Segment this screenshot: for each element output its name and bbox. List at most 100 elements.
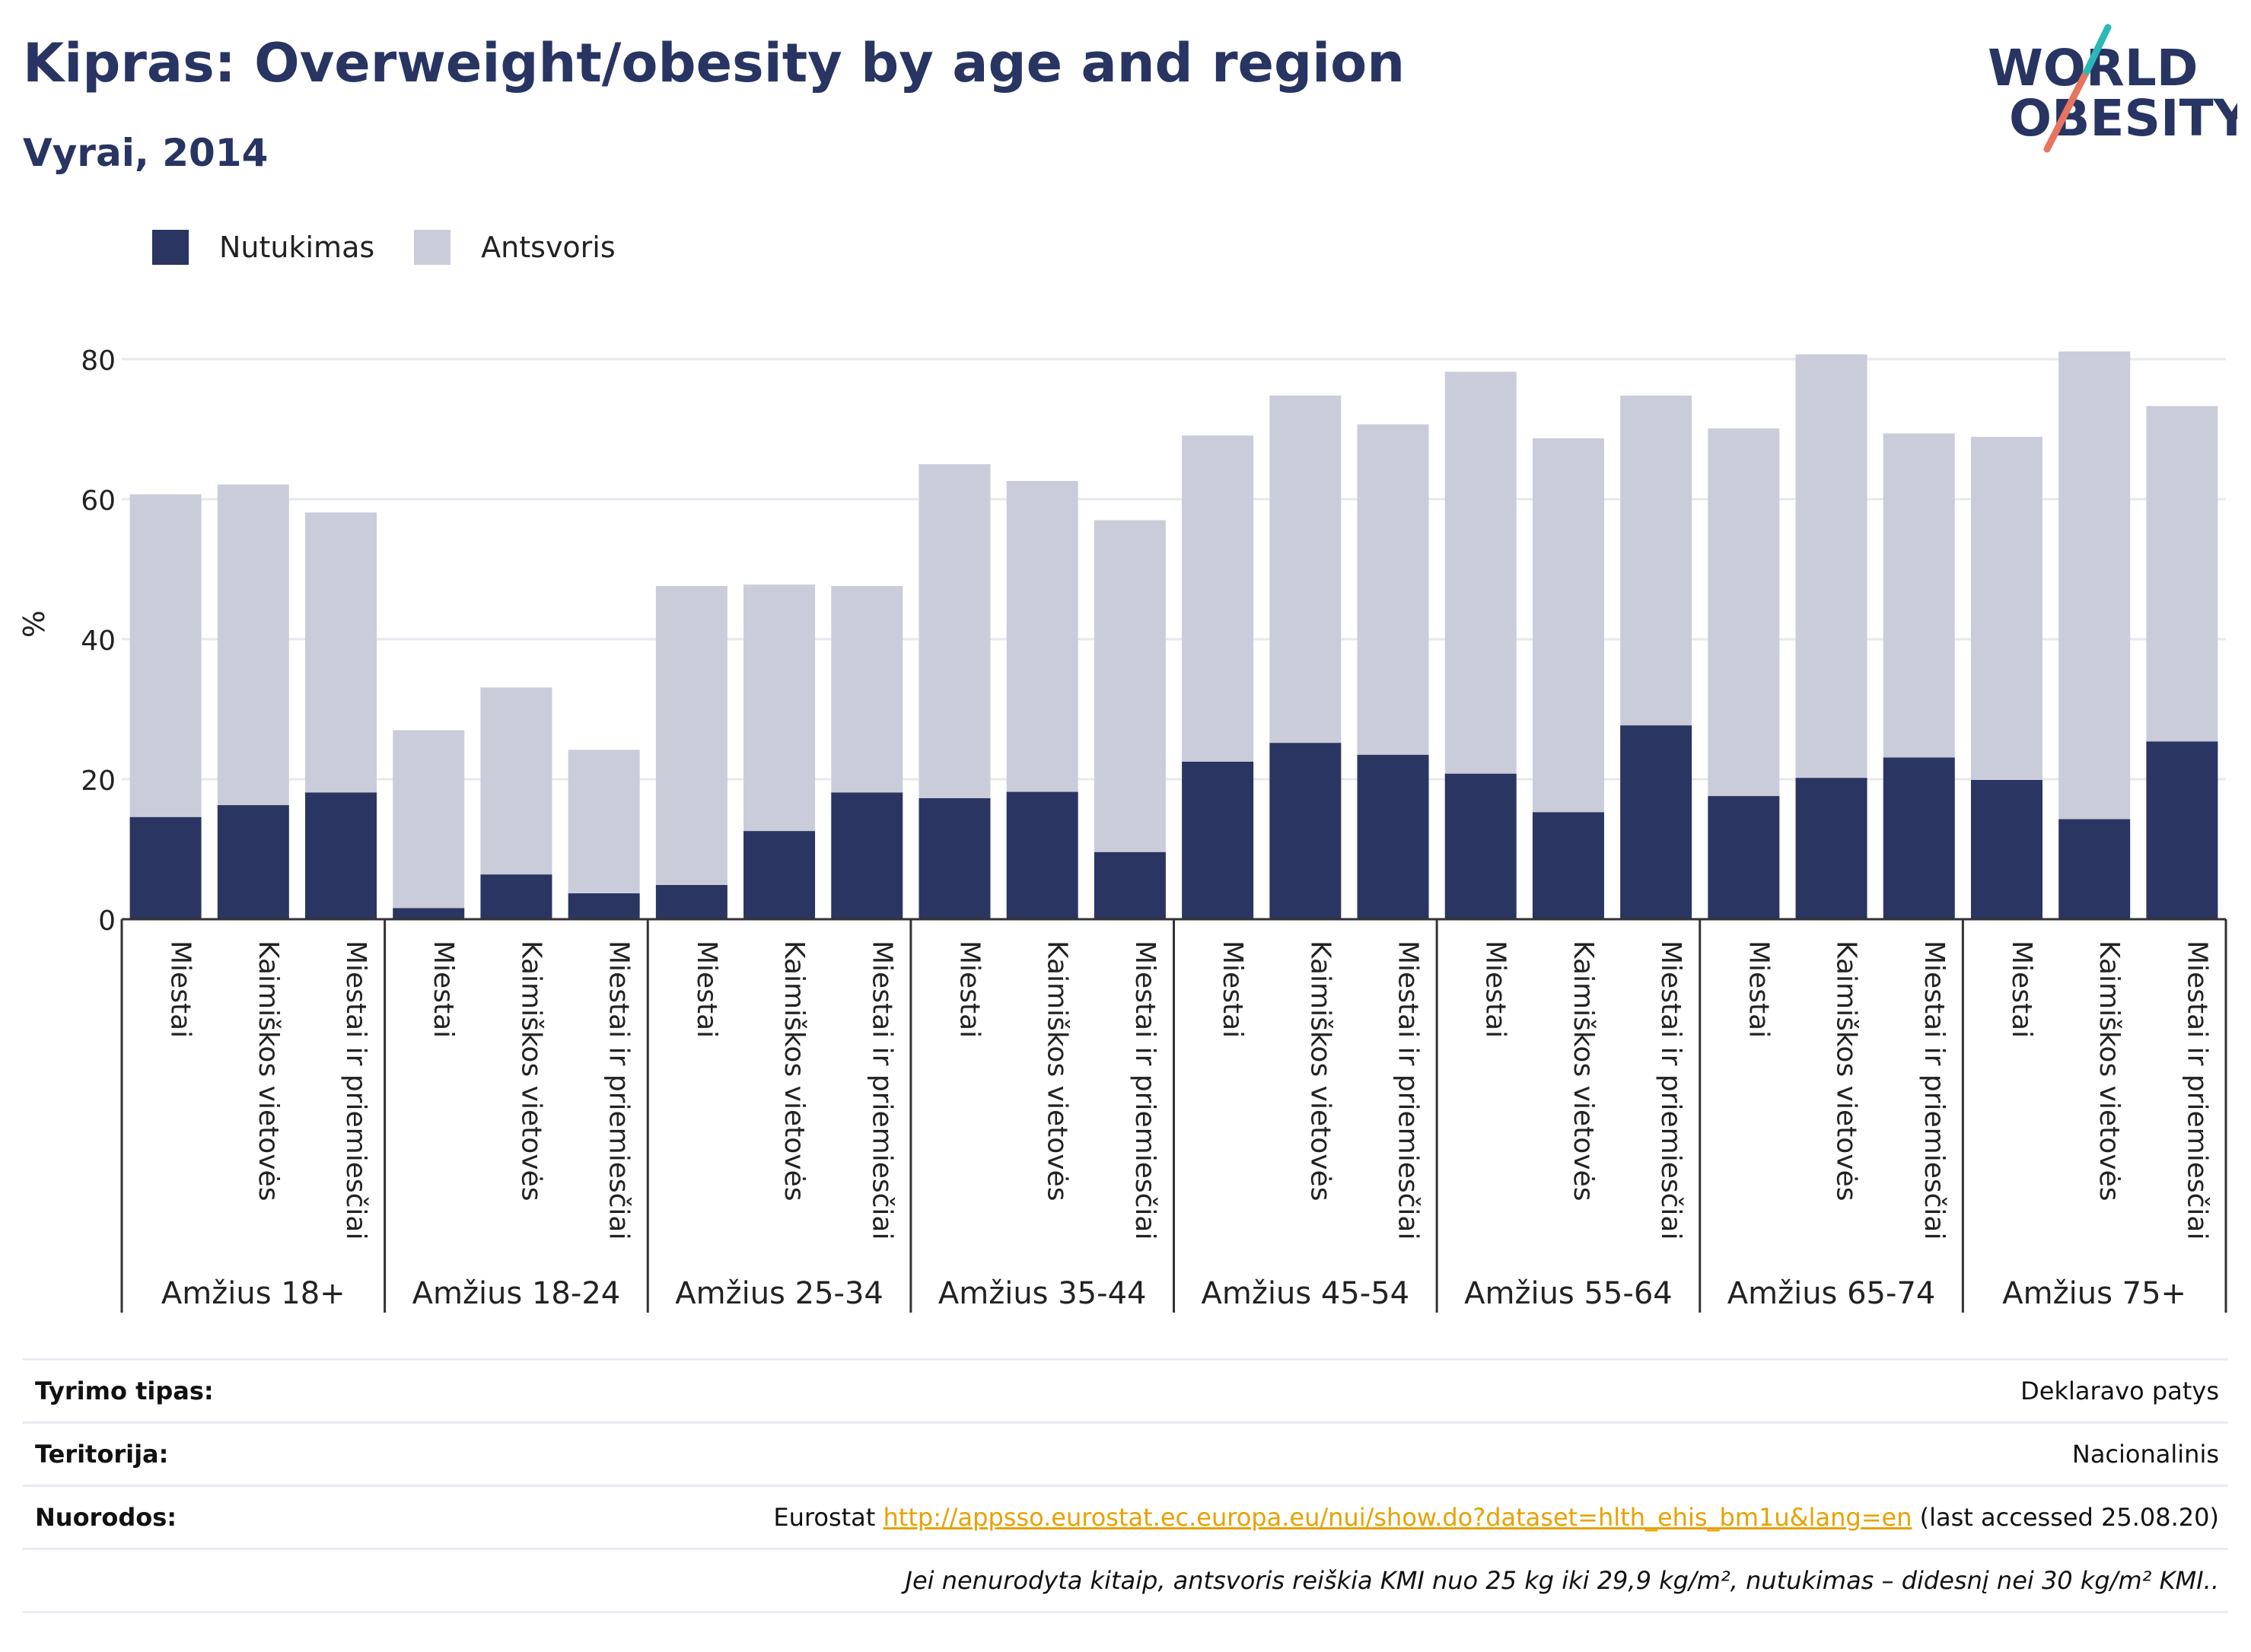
- group-label: Amžius 75+: [2002, 1276, 2186, 1311]
- logo-line-1: WORLD: [1988, 39, 2198, 97]
- bar-overweight: [1970, 437, 2042, 780]
- x-tick-label: Miestai ir priemiesčiai: [1655, 941, 1686, 1240]
- bar-obesity: [1883, 757, 1955, 919]
- bar-obesity: [1444, 773, 1517, 919]
- group-label: Amžius 65-74: [1727, 1276, 1936, 1311]
- bar-overweight: [919, 464, 991, 798]
- x-tick-label: Miestai ir priemiesčiai: [340, 941, 371, 1240]
- info-value-references: Eurostat http://appsso.eurostat.ec.europ…: [773, 1503, 2219, 1532]
- bar-overweight: [1269, 395, 1342, 743]
- bar-overweight: [129, 494, 202, 817]
- y-tick-label-60: 60: [81, 485, 116, 517]
- chart-legend: Nutukimas Antsvoris: [152, 221, 655, 274]
- stacked-bar-chart: 0 20 40 60 80% Miestai Kaimiškos vietovės Miest…: [18, 345, 2227, 1313]
- reference-accessed: (last accessed 25.08.20): [1919, 1503, 2219, 1532]
- world-obesity-logo: WORLD OBESITY: [1979, 21, 2251, 173]
- bar-obesity: [831, 792, 903, 919]
- group-label: Amžius 18+: [161, 1276, 345, 1311]
- legend-swatch-overweight: [414, 230, 451, 265]
- bar-overweight: [305, 512, 377, 793]
- bar-obesity: [480, 874, 552, 919]
- bar-obesity: [305, 792, 377, 919]
- bar-overweight: [480, 687, 552, 875]
- y-tick-label-0: 0: [98, 906, 116, 937]
- info-value-territory: Nacionalinis: [2071, 1440, 2219, 1469]
- x-tick-label: Miestai ir priemiesčiai: [866, 941, 897, 1240]
- x-tick-label: Kaimiškos vietovės: [2093, 941, 2125, 1201]
- bar-obesity: [919, 797, 991, 919]
- y-axis-label: %: [18, 610, 51, 638]
- bar-obesity: [1795, 778, 1867, 919]
- bar-obesity: [1532, 812, 1604, 919]
- bar-obesity: [393, 908, 465, 919]
- bar-overweight: [1357, 424, 1429, 755]
- x-tick-label: Miestai ir priemiesčiai: [603, 941, 635, 1240]
- x-tick-label: Miestai ir priemiesčiai: [1918, 941, 1950, 1240]
- bar-obesity: [743, 831, 816, 919]
- bar-overweight: [568, 750, 640, 893]
- legend-swatch-obesity: [152, 230, 189, 265]
- bar-obesity: [1006, 791, 1078, 919]
- info-row-footnote: Jei nenurodyta kitaip, antsvoris reiškia…: [23, 1548, 2228, 1613]
- x-tick-label: Kaimiškos vietovės: [1568, 941, 1599, 1201]
- bar-overweight: [1182, 435, 1254, 762]
- group-label: Amžius 55-64: [1464, 1276, 1673, 1311]
- bar-overweight: [1883, 433, 1955, 758]
- y-tick-label-20: 20: [81, 766, 116, 797]
- x-tick-label: Miestai: [165, 941, 196, 1038]
- x-tick-label: Kaimiškos vietovės: [1304, 941, 1336, 1201]
- info-label-references: Nuorodos:: [35, 1503, 177, 1532]
- bar-obesity: [1269, 743, 1342, 919]
- bar-obesity: [129, 816, 202, 919]
- info-table: Tyrimo tipas: Deklaravo patys Teritorija…: [23, 1358, 2228, 1613]
- bar-obesity: [1182, 762, 1254, 919]
- bar-overweight: [655, 586, 728, 885]
- x-tick-label: Kaimiškos vietovės: [778, 941, 810, 1201]
- bar-obesity: [655, 884, 728, 919]
- footnote: Jei nenurodyta kitaip, antsvoris reiškia…: [905, 1566, 2220, 1595]
- bar-obesity: [1708, 796, 1780, 919]
- x-tick-label: Miestai: [1480, 941, 1511, 1038]
- bar-obesity: [1620, 725, 1692, 919]
- bar-overweight: [2058, 351, 2131, 820]
- page-subtitle: Vyrai, 2014: [23, 131, 269, 175]
- legend-item-obesity: Nutukimas: [152, 230, 374, 265]
- legend-label-obesity: Nutukimas: [219, 231, 375, 264]
- x-tick-label: Miestai: [2006, 941, 2037, 1038]
- bar-obesity: [1970, 779, 2042, 919]
- group-label: Amžius 18-24: [412, 1276, 621, 1311]
- page-title: Kipras: Overweight/obesity by age and re…: [23, 32, 1406, 94]
- x-tick-label: Miestai ir priemiesčiai: [1393, 941, 1424, 1240]
- group-label: Amžius 25-34: [675, 1276, 884, 1311]
- bar-overweight: [743, 584, 816, 832]
- x-tick-label: Miestai: [1743, 941, 1774, 1038]
- bar-overweight: [1532, 438, 1604, 813]
- bar-overweight: [1006, 481, 1078, 792]
- info-value-survey-type: Deklaravo patys: [2020, 1377, 2219, 1405]
- group-label: Amžius 45-54: [1202, 1276, 1410, 1311]
- group-label: Amžius 35-44: [938, 1276, 1147, 1311]
- info-row-references: Nuorodos: Eurostat http://appsso.eurosta…: [23, 1485, 2228, 1548]
- legend-item-overweight: Antsvoris: [414, 230, 616, 265]
- info-label-territory: Teritorija:: [35, 1440, 169, 1469]
- reference-source: Eurostat: [773, 1503, 876, 1532]
- bar-overweight: [393, 730, 465, 909]
- y-tick-label-80: 80: [81, 345, 116, 377]
- x-tick-label: Miestai ir priemiesčiai: [2181, 941, 2212, 1240]
- x-tick-label: Miestai: [1217, 941, 1248, 1038]
- info-label-survey-type: Tyrimo tipas:: [35, 1377, 214, 1405]
- bar-overweight: [1620, 395, 1692, 726]
- bar-overweight: [1094, 520, 1166, 852]
- legend-label-overweight: Antsvoris: [481, 231, 616, 264]
- bar-obesity: [217, 805, 289, 919]
- reference-link[interactable]: http://appsso.eurostat.ec.europa.eu/nui/…: [883, 1503, 1912, 1532]
- x-tick-label: Miestai: [954, 941, 985, 1038]
- bar-obesity: [2058, 819, 2131, 919]
- bar-overweight: [1708, 428, 1780, 797]
- bar-overweight: [2146, 406, 2218, 742]
- bar-obesity: [2146, 741, 2218, 919]
- info-row-survey-type: Tyrimo tipas: Deklaravo patys: [23, 1358, 2228, 1421]
- bar-overweight: [217, 484, 289, 806]
- bar-overweight: [1795, 354, 1867, 778]
- x-tick-label: Miestai: [428, 941, 459, 1038]
